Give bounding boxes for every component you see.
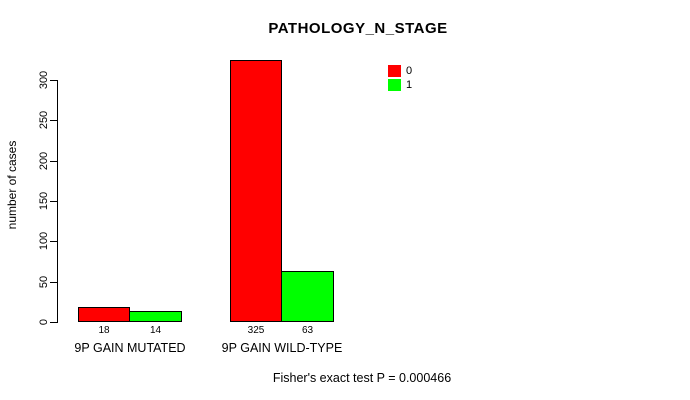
chart-title: PATHOLOGY_N_STAGE [268, 20, 448, 37]
y-axis-tick-label: 200 [38, 151, 50, 170]
y-axis-tick-label: 150 [38, 191, 50, 211]
y-axis-tick-label: 300 [38, 70, 50, 90]
y-axis-tick [50, 201, 57, 202]
y-axis-tick-label: 100 [38, 232, 50, 251]
y-axis-tick [50, 160, 57, 162]
y-axis-tick-label: 250 [38, 111, 50, 130]
legend-item-0: 0 [388, 65, 412, 77]
category-label: 9P GAIN WILD-TYPE [221, 341, 343, 355]
legend: 0 1 [388, 65, 412, 93]
bar-value-label: 325 [247, 325, 265, 336]
bar-series-0 [78, 307, 130, 322]
y-axis-tick [50, 322, 57, 323]
legend-swatch-green-icon [388, 79, 401, 91]
y-axis-line [57, 80, 58, 323]
legend-label-1: 1 [406, 79, 413, 91]
bar-value-label: 14 [149, 325, 162, 336]
y-axis-tick [50, 120, 57, 122]
y-axis-tick-label: 0 [38, 318, 50, 326]
y-axis-tick [50, 281, 57, 283]
fisher-test-text: Fisher's exact test P = 0.000466 [272, 371, 452, 385]
category-label: 9P GAIN MUTATED [74, 341, 186, 355]
legend-label-0: 0 [406, 65, 413, 77]
bar-value-label: 63 [301, 325, 314, 336]
bar-series-1 [281, 271, 334, 322]
bar-series-0 [230, 59, 282, 322]
y-axis-tick [50, 80, 57, 81]
bar-value-label: 18 [98, 325, 110, 336]
y-axis-tick [50, 241, 57, 243]
legend-swatch-red-icon [388, 65, 401, 77]
legend-item-1: 1 [388, 79, 412, 91]
y-axis-tick-label: 50 [38, 275, 50, 288]
bar-series-1 [129, 310, 182, 322]
y-axis-label: number of cases [5, 140, 19, 230]
